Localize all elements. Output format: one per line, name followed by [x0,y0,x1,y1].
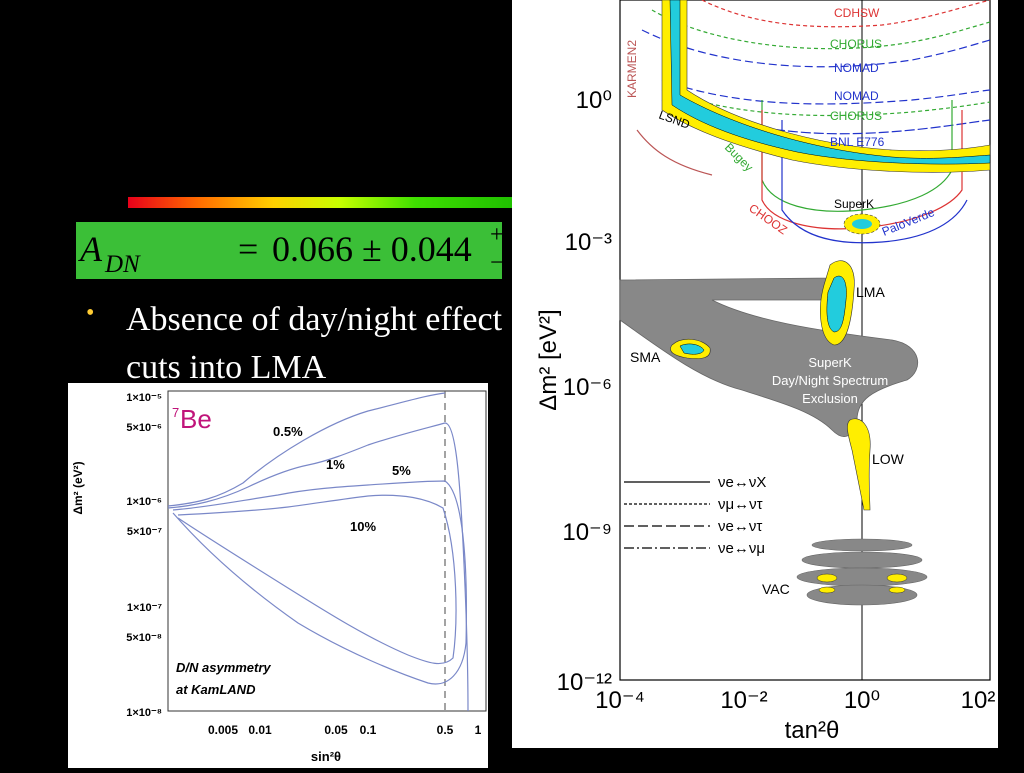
vac-band [796,567,928,587]
x-tick-label: 10⁻² [720,687,767,714]
experiment-label: CDHSW [834,6,880,20]
exclusion-label: Day/Night Spectrum [772,373,888,388]
legend-label: νe↔ντ [718,518,762,535]
formula-value: 0.066 ± 0.044 [272,229,472,269]
plot-frame [167,390,487,712]
x-tick-label: 10² [961,687,996,714]
region-label: LOW [872,451,905,467]
vac-allowed [816,573,838,583]
experiment-label: BNL E776 [830,135,885,149]
superk-allowed-inner [852,219,872,229]
contour-0.5pct [167,392,446,507]
y-tick-label: 1×10⁻⁶ [126,496,162,508]
global-oscillation-plot: 10⁰ 10⁻³ 10⁻⁶ 10⁻⁹ 10⁻¹² 10⁻⁴ 10⁻² 10⁰ 1… [535,0,996,744]
cdhsw-curve [701,0,991,28]
experiment-label: NOMAD [834,89,879,103]
x-tick-label: 0.05 [324,723,348,737]
vac-allowed [886,573,908,583]
contour-label: 1% [326,457,345,472]
exclusion-label: Exclusion [802,391,858,406]
region-label: VAC [762,581,790,597]
lsnd-region-outer [661,0,991,173]
y-tick-label: 10⁻³ [565,229,612,256]
region-label: SMA [630,349,661,365]
isotope-label: Be [180,404,212,434]
experiment-label: SuperK [834,197,874,211]
plot-frame [619,0,991,681]
sma-region-inner [679,343,705,355]
legend-label: νμ↔ντ [718,496,763,513]
x-tick-label: 0.01 [248,723,272,737]
x-tick-label: 0.1 [360,723,377,737]
contour-label: 5% [392,463,411,478]
y-tick-label: 10⁻¹² [557,669,612,696]
vac-allowed [818,586,836,594]
karmen-curve [636,129,713,176]
superk-curve [781,120,968,244]
y-tick-label: 5×10⁻⁸ [126,632,162,644]
y-tick-label: 1×10⁻⁵ [126,392,162,404]
contour-5pct [172,480,468,685]
formula-subscript: DN [105,251,140,278]
contour-label: 10% [350,519,376,534]
global-oscillation-figure: 10⁰ 10⁻³ 10⁻⁶ 10⁻⁹ 10⁻¹² 10⁻⁴ 10⁻² 10⁰ 1… [512,0,998,748]
caption-line: D/N asymmetry [176,660,271,675]
bullet-text: Absence of day/night effect cuts into LM… [126,301,503,386]
x-tick-label: 0.005 [208,723,238,737]
x-tick-label: 10⁰ [844,687,880,714]
superk-dn-exclusion [619,275,919,437]
experiment-label: CHORUS [830,109,882,123]
contour-10pct [177,494,457,665]
experiment-label: KARMEN2 [625,40,639,98]
nomad-curve [661,79,991,105]
chorus-curve [651,9,991,50]
kamland-dn-plot: 1×10⁻⁵ 5×10⁻⁶ 1×10⁻⁶ 5×10⁻⁷ 1×10⁻⁷ 5×10⁻… [71,390,487,764]
legend-label: νe↔νμ [718,540,765,557]
isotope-superscript: 7 [172,405,179,420]
contour-label: 0.5% [273,424,303,439]
bullet-marker: • [86,300,95,326]
y-tick-label: 10⁻⁶ [563,374,612,401]
vac-band [801,551,923,569]
nomad-curve [641,29,991,68]
kamland-dn-figure: 1×10⁻⁵ 5×10⁻⁶ 1×10⁻⁶ 5×10⁻⁷ 1×10⁻⁷ 5×10⁻… [68,383,488,768]
bugey-curve [761,100,953,212]
vac-allowed [888,586,906,594]
experiment-label: NOMAD [834,61,879,75]
region-label: LMA [856,284,885,300]
vac-band [811,538,913,552]
y-tick-label: 5×10⁻⁷ [127,526,163,538]
y-axis-label: Δm² (eV²) [71,461,85,514]
experiment-label: PaloVerde [880,205,937,239]
legend-label: νe↔νX [718,474,766,491]
x-tick-label: 0.5 [437,723,454,737]
x-axis-label: sin²θ [311,749,341,764]
experiment-label: CHORUS [830,37,882,51]
gradient-bar [128,197,512,208]
x-axis-label: tan²θ [785,717,840,744]
contour-1pct [167,422,469,712]
x-tick-label: 1 [475,723,482,737]
y-tick-label: 5×10⁻⁶ [126,422,162,434]
y-axis-label: Δm² [eV²] [535,309,562,410]
caption-line: at KamLAND [176,682,256,697]
y-tick-label: 10⁰ [576,87,612,114]
asymmetry-formula: A DN = 0.066 ± 0.044 +0.026 −0.024 [76,222,558,279]
exclusion-label: SuperK [808,355,852,370]
low-region [847,418,871,511]
lma-region-inner [826,275,847,333]
y-tick-label: 1×10⁻⁸ [126,707,162,719]
formula-equals: = [238,229,259,269]
y-tick-label: 10⁻⁹ [562,519,612,546]
x-tick-label: 10⁻⁴ [595,687,645,714]
formula-symbol: A [80,229,102,269]
lsnd-region-inner [669,0,991,165]
y-tick-label: 1×10⁻⁷ [127,602,163,614]
